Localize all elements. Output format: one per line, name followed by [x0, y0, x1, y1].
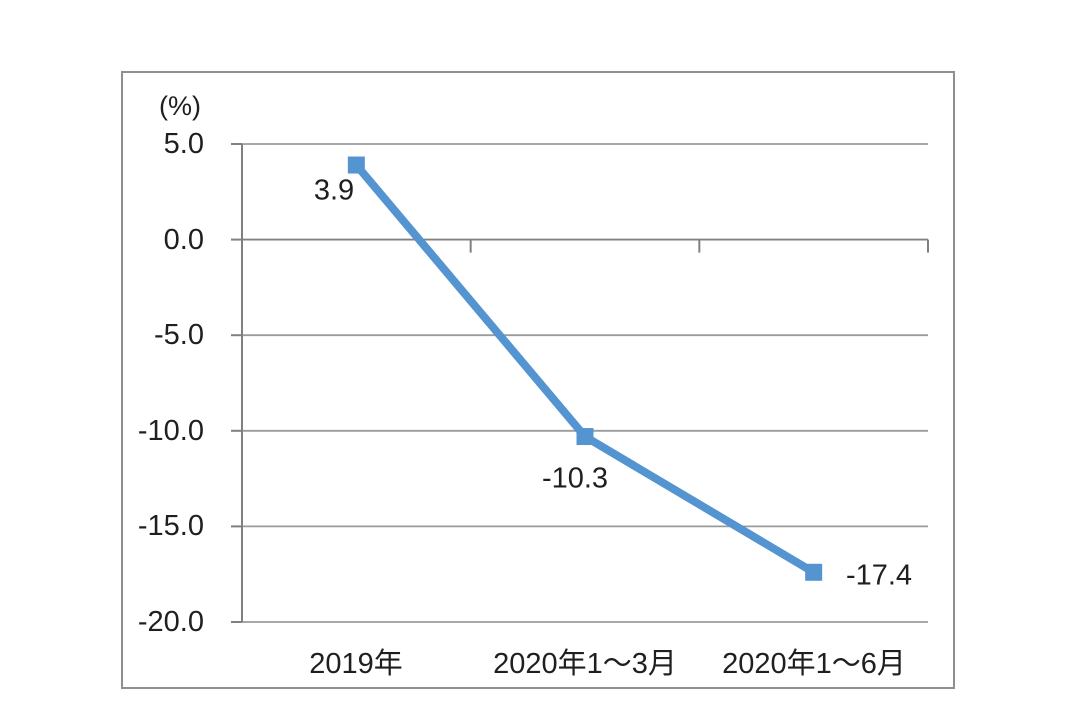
data-point-marker [576, 428, 594, 446]
y-tick-label: -20.0 [137, 606, 204, 638]
data-point-marker [805, 563, 823, 581]
y-tick-label: -15.0 [137, 510, 204, 542]
data-point-label: -10.3 [541, 462, 609, 495]
y-axis-unit-label: (%) [159, 91, 201, 121]
line-chart-plot [231, 143, 929, 623]
data-point-label: 3.9 [313, 174, 355, 207]
x-category-label: 2019年 [309, 648, 403, 680]
y-tick-label: 5.0 [163, 128, 204, 160]
x-category-label: 2020年1～6月 [722, 648, 906, 680]
series-line [353, 162, 816, 576]
x-category-label: 2020年1～3月 [493, 648, 677, 680]
chart-frame: (%) 5.0 0.0 -5.0 -10.0 -15.0 -20.0 2019年… [121, 71, 955, 689]
data-point-marker [347, 156, 365, 174]
data-point-label: -17.4 [845, 559, 913, 592]
y-tick-label: 0.0 [163, 224, 204, 256]
y-tick-label: -5.0 [154, 319, 204, 351]
y-tick-label: -10.0 [137, 415, 204, 447]
